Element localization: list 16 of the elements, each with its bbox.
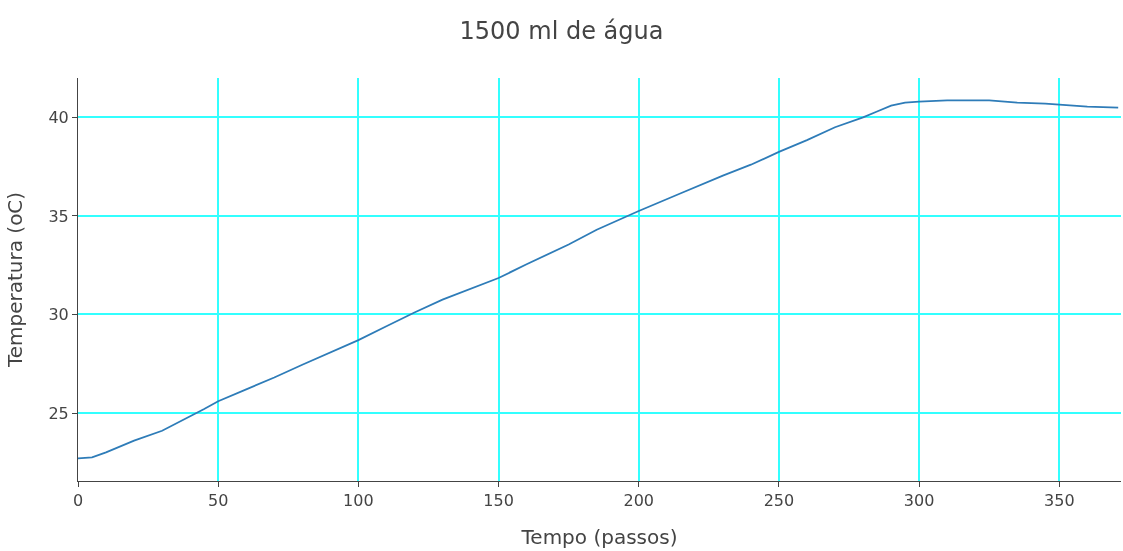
- x-tick-label: 350: [1044, 491, 1075, 511]
- y-tick-label: 25: [48, 403, 69, 423]
- x-tick-label: 0: [72, 491, 84, 511]
- y-tick-label: 35: [48, 206, 69, 226]
- x-axis-title: Tempo (passos): [520, 524, 678, 549]
- x-tick-label: 150: [483, 491, 514, 511]
- x-tick-label: 200: [623, 491, 655, 511]
- line-series: [78, 99, 1120, 460]
- x-tick-label: 300: [903, 491, 935, 511]
- x-tick-label: 50: [208, 491, 229, 511]
- y-tick-label: 40: [48, 108, 69, 128]
- x-tick-label: 100: [343, 491, 374, 511]
- y-axis-title: Temperatura (oC): [2, 191, 27, 369]
- y-tick-label: 30: [48, 305, 69, 325]
- chart-title: 1500 ml de água: [459, 16, 664, 45]
- x-tick-label: 250: [763, 491, 795, 511]
